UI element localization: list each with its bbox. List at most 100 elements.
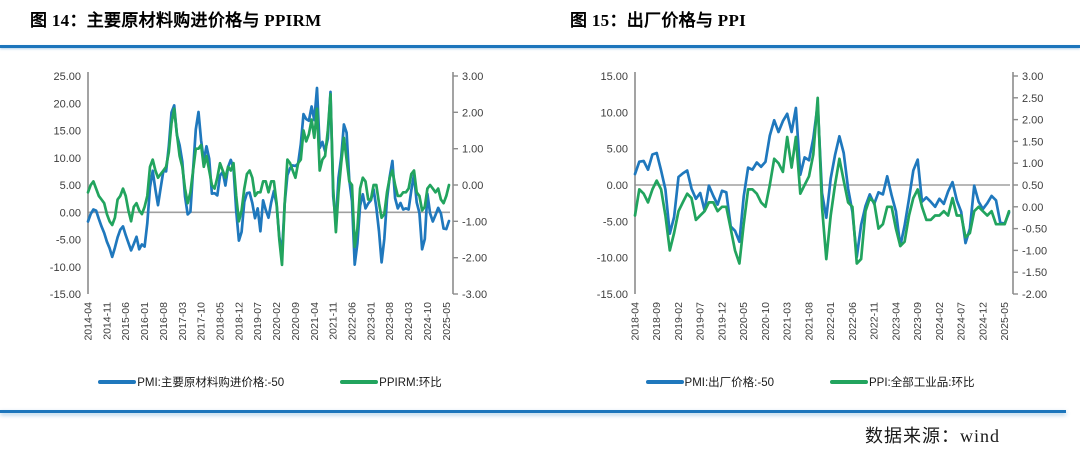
right-axis-tick-label: 1.00: [462, 144, 483, 156]
x-axis-tick-label: 2020-05: [738, 302, 750, 341]
left-axis-tick-label: -5.00: [56, 235, 81, 247]
x-axis-tick-label: 2025-05: [441, 302, 453, 341]
x-axis-tick-label: 2014-04: [83, 302, 95, 341]
bottom-rule: [0, 410, 1066, 413]
chart-15-title: 图 15：出厂价格与 PPI: [570, 11, 747, 30]
left-axis-tick-label: -5.00: [603, 216, 628, 228]
x-axis-tick-label: 2020-02: [271, 302, 283, 341]
left-axis-tick-label: -10.00: [50, 262, 81, 274]
left-axis-tick-label: 15.00: [53, 126, 81, 138]
right-axis-tick-label: 2.00: [1022, 115, 1043, 127]
left-axis-tick-label: 20.00: [53, 98, 81, 110]
right-axis-tick-label: -1.50: [1022, 267, 1047, 279]
x-axis-tick-label: 2016-01: [139, 302, 151, 341]
legend-item-pmi-raw-materials: PMI:主要原材料购进价格:-50: [98, 374, 284, 390]
right-axis-tick-label: -1.00: [462, 216, 487, 228]
right-axis-tick-label: 3.00: [462, 71, 483, 83]
x-axis-tick-label: 2022-06: [347, 302, 359, 341]
x-axis-tick-label: 2023-01: [365, 302, 377, 341]
blue-line-swatch: [645, 380, 684, 384]
x-axis-tick-label: 2022-11: [869, 302, 881, 340]
charts-row: 25.00 20.00 15.00 10.00 5.00 0.00 -5.00 -10.00 -…: [0, 54, 1080, 406]
chart-15-legend: PMI:出厂价格:-50 PPI:全部工业品:环比: [540, 374, 1080, 390]
x-axis-tick-label: 2019-02: [673, 302, 685, 341]
right-axis-tick-label: 0.00: [462, 180, 483, 192]
green-line-swatch: [830, 380, 869, 384]
right-axis-tick-label: 1.00: [1022, 158, 1043, 170]
right-axis-tick-label: 2.50: [1022, 93, 1043, 105]
right-axis-tick-label: 1.50: [1022, 136, 1043, 148]
green-series-line: [633, 96, 1011, 265]
x-axis-tick-label: 2024-07: [956, 302, 968, 341]
left-axis-tick-label: 25.00: [53, 71, 81, 83]
right-axis-tick-label: 0.00: [1022, 202, 1043, 214]
right-axis-tick-label: -0.50: [1022, 224, 1047, 236]
left-axis-tick-label: 5.00: [60, 180, 81, 192]
right-axis-tick-label: 2.00: [462, 107, 483, 119]
x-axis-tick-label: 2014-11: [101, 302, 113, 340]
green-line-swatch: [340, 380, 379, 384]
legend-label: PPI:全部工业品:环比: [869, 377, 975, 389]
blue-line-swatch: [98, 380, 137, 384]
left-axis-tick-label: -15.00: [50, 289, 81, 301]
x-axis-tick-label: 2022-06: [847, 302, 859, 341]
x-axis-tick-label: 2021-04: [309, 302, 321, 341]
x-axis-tick-label: 2019-07: [252, 302, 264, 341]
right-axis-tick-label: -2.00: [1022, 289, 1047, 301]
left-axis-tick-label: -15.00: [597, 289, 628, 301]
x-axis-tick-label: 2024-02: [934, 302, 946, 341]
x-axis-tick-label: 2017-10: [196, 302, 208, 341]
x-axis-tick-label: 2016-08: [158, 302, 170, 341]
x-axis-tick-label: 2015-06: [120, 302, 132, 341]
left-axis-tick-label: 0.00: [607, 180, 628, 192]
x-axis-tick-label: 2019-12: [717, 302, 729, 341]
chart-14-plot: 25.00 20.00 15.00 10.00 5.00 0.00 -5.00 -10.00 -…: [50, 71, 487, 341]
green-series-line: [86, 92, 451, 267]
legend-label: PPIRM:环比: [379, 377, 442, 389]
x-axis-tick-label: 2025-05: [999, 302, 1011, 341]
x-axis-tick-label: 2020-09: [290, 302, 302, 341]
x-axis-tick-label: 2022-01: [825, 302, 837, 341]
figure-titles-row: 图 14：主要原材料购进价格与 PPIRM 图 15：出厂价格与 PPI: [0, 6, 1080, 31]
x-axis-tick-label: 2023-09: [912, 302, 924, 341]
left-axis-tick-label: 5.00: [607, 144, 628, 156]
x-axis-tick-label: 2021-08: [804, 302, 816, 341]
right-axis-tick-label: -3.00: [462, 289, 487, 301]
x-axis-tick-label: 2018-05: [215, 302, 227, 341]
x-axis-tick-label: 2024-12: [977, 302, 989, 341]
right-axis-tick-label: 0.50: [1022, 180, 1043, 192]
left-axis-tick-label: -10.00: [597, 253, 628, 265]
x-axis-tick-label: 2021-11: [328, 302, 340, 340]
x-axis-tick-label: 2023-08: [384, 302, 396, 341]
legend-item-ppi-mom: PPI:全部工业品:环比: [830, 374, 974, 390]
x-axis-tick-label: 2019-07: [695, 302, 707, 341]
right-axis-tick-label: -1.00: [1022, 245, 1047, 257]
left-axis-tick-label: 0.00: [60, 207, 81, 219]
x-axis-tick-label: 2020-10: [760, 302, 772, 341]
legend-item-ppirm-mom: PPIRM:环比: [340, 374, 442, 390]
x-axis-tick-label: 2017-03: [177, 302, 189, 341]
left-axis-tick-label: 15.00: [600, 71, 628, 83]
legend-label: PMI:主要原材料购进价格:-50: [137, 377, 285, 389]
chart-14-panel: 25.00 20.00 15.00 10.00 5.00 0.00 -5.00 -10.00 -…: [0, 54, 540, 406]
x-axis-tick-label: 2018-09: [651, 302, 663, 341]
legend-label: PMI:出厂价格:-50: [684, 377, 775, 389]
chart-15-panel: 15.00 10.00 5.00 0.00 -5.00 -10.00 -15.00 3.00 2…: [540, 54, 1080, 406]
x-axis-tick-label: 2024-03: [403, 302, 415, 341]
legend-item-pmi-factory-price: PMI:出厂价格:-50: [645, 374, 775, 390]
left-axis-tick-label: 10.00: [600, 107, 628, 119]
title-underline-rule: [0, 45, 1080, 48]
data-source: 数据来源：wind: [865, 426, 1000, 446]
x-axis-tick-label: 2018-04: [630, 302, 642, 341]
x-axis-tick-label: 2024-10: [422, 302, 434, 341]
chart-14-legend: PMI:主要原材料购进价格:-50 PPIRM:环比: [0, 374, 540, 390]
right-axis-tick-label: 3.00: [1022, 71, 1043, 83]
x-axis-tick-label: 2018-12: [233, 302, 245, 341]
left-axis-tick-label: 10.00: [53, 153, 81, 165]
right-axis-tick-label: -2.00: [462, 253, 487, 265]
chart-15-plot: 15.00 10.00 5.00 0.00 -5.00 -10.00 -15.00 3.00 2…: [597, 71, 1047, 341]
x-axis-tick-label: 2023-04: [890, 302, 902, 341]
x-axis-tick-label: 2021-03: [782, 302, 794, 341]
chart-14-title: 图 14：主要原材料购进价格与 PPIRM: [30, 11, 322, 30]
